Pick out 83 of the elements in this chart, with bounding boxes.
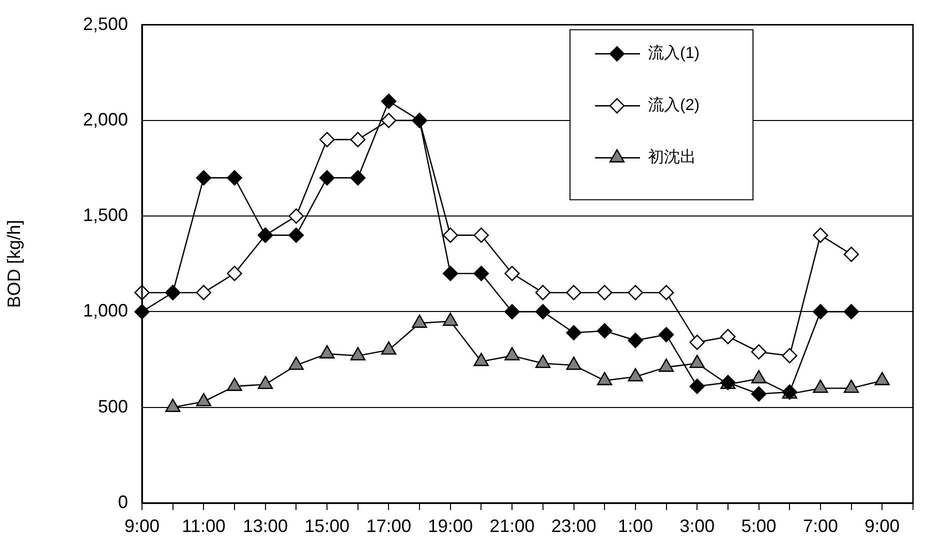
point <box>474 266 489 282</box>
y-tick-label: 2,500 <box>82 14 128 34</box>
y-axis-title: BOD [kg/h] <box>4 220 24 308</box>
point <box>442 266 458 282</box>
x-tick-label: 9:00 <box>864 516 900 536</box>
point <box>504 266 520 282</box>
x-tick-label: 3:00 <box>680 516 715 536</box>
point <box>751 370 766 384</box>
point <box>812 304 828 320</box>
x-tick-label: 9:00 <box>124 516 160 536</box>
legend-label: 流入(1) <box>648 44 700 62</box>
x-tick-label: 17:00 <box>366 516 412 536</box>
y-tick-label: 1,000 <box>82 300 128 321</box>
point <box>628 332 644 348</box>
x-tick-label: 23:00 <box>551 516 596 536</box>
point <box>535 354 550 368</box>
legend-label: 流入(2) <box>648 96 700 114</box>
y-tick-label: 500 <box>98 396 128 416</box>
x-tick-label: 5:00 <box>741 516 776 536</box>
y-tick-label: 0 <box>118 492 128 512</box>
point <box>751 344 766 360</box>
point <box>350 132 366 148</box>
point <box>658 358 674 372</box>
point <box>288 228 304 243</box>
point <box>751 386 766 402</box>
point <box>504 304 520 320</box>
point <box>566 325 582 340</box>
x-tick-label: 7:00 <box>802 516 838 536</box>
point <box>844 304 859 320</box>
point <box>504 347 520 360</box>
point <box>812 228 828 243</box>
point <box>226 266 242 282</box>
x-tick-label: 15:00 <box>304 516 350 536</box>
point <box>844 246 859 262</box>
x-tick-label: 13:00 <box>242 516 288 536</box>
point <box>628 368 644 382</box>
point <box>596 323 612 338</box>
point <box>720 328 736 344</box>
point <box>442 228 458 243</box>
point <box>288 208 304 224</box>
point <box>658 327 674 342</box>
point <box>196 392 212 406</box>
point <box>874 372 890 386</box>
point <box>196 170 212 186</box>
point <box>812 380 828 393</box>
point <box>381 112 396 128</box>
point <box>689 378 705 394</box>
point <box>474 352 489 366</box>
point <box>597 372 612 386</box>
point <box>226 378 242 391</box>
point <box>381 94 396 109</box>
point <box>412 314 428 328</box>
y-tick-label: 2,000 <box>82 109 128 130</box>
point <box>350 170 366 186</box>
point <box>226 170 242 186</box>
point <box>628 284 644 300</box>
point <box>566 284 582 300</box>
point <box>535 304 551 320</box>
point <box>535 284 551 300</box>
point <box>165 398 180 412</box>
point <box>258 376 273 390</box>
point <box>596 284 612 300</box>
point <box>658 284 674 300</box>
point <box>319 345 335 358</box>
x-tick-label: 11:00 <box>182 516 226 536</box>
point <box>566 356 582 370</box>
x-tick-label: 21:00 <box>490 516 535 536</box>
point <box>782 348 798 364</box>
point <box>288 356 304 370</box>
point <box>196 284 212 300</box>
y-tick-label: 1,500 <box>82 205 128 226</box>
point <box>442 312 458 326</box>
point <box>350 347 366 360</box>
x-tick-label: 19:00 <box>428 516 473 536</box>
x-tick-label: 1:00 <box>618 516 653 536</box>
point <box>690 354 705 368</box>
point <box>381 341 396 355</box>
point <box>474 228 489 243</box>
point <box>319 170 335 186</box>
point <box>689 334 705 350</box>
legend-label: 初沈出 <box>648 148 696 166</box>
point <box>844 380 859 393</box>
point <box>319 132 335 148</box>
